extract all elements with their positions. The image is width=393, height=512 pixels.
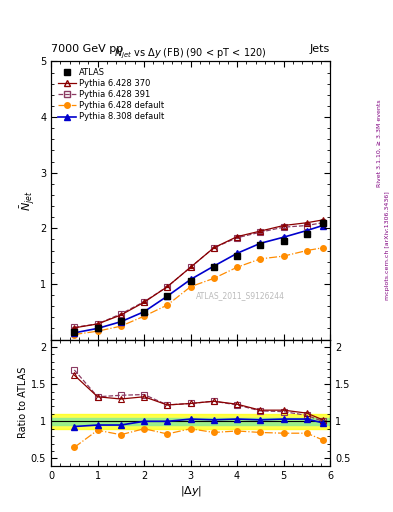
Text: Rivet 3.1.10, ≥ 3.3M events: Rivet 3.1.10, ≥ 3.3M events	[377, 99, 382, 187]
Y-axis label: Ratio to ATLAS: Ratio to ATLAS	[18, 367, 28, 438]
Bar	[51, 418, 330, 425]
Text: 7000 GeV pp: 7000 GeV pp	[51, 44, 123, 54]
Bar	[51, 414, 330, 429]
Title: $N_{jet}$ vs $\Delta y$ (FB) (90 < pT < 120): $N_{jet}$ vs $\Delta y$ (FB) (90 < pT < …	[114, 46, 267, 61]
Y-axis label: $\bar{N}_{jet}$: $\bar{N}_{jet}$	[18, 190, 37, 211]
X-axis label: $|\Delta y|$: $|\Delta y|$	[180, 483, 202, 498]
Text: mcplots.cern.ch [arXiv:1306.3436]: mcplots.cern.ch [arXiv:1306.3436]	[385, 191, 389, 300]
Legend: ATLAS, Pythia 6.428 370, Pythia 6.428 391, Pythia 6.428 default, Pythia 8.308 de: ATLAS, Pythia 6.428 370, Pythia 6.428 39…	[55, 66, 167, 124]
Text: ATLAS_2011_S9126244: ATLAS_2011_S9126244	[196, 291, 285, 300]
Text: Jets: Jets	[310, 44, 330, 54]
